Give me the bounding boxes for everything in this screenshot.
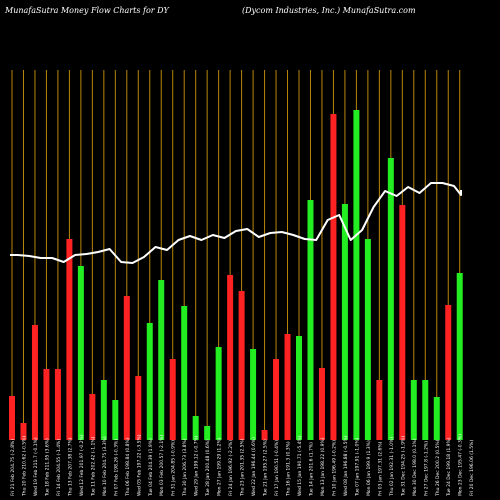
x-tick-label: Fri 31 Jan 204.85 (-0.9%) <box>171 440 177 496</box>
x-tick-label: Mon 03 Feb 200.57 (-2.1%) <box>159 435 165 496</box>
money-flow-bar <box>9 396 15 440</box>
x-tick-label: Thu 26 Dec 200.2 (0.5%) <box>435 439 441 497</box>
money-flow-bar <box>31 325 38 440</box>
x-tick-label: Wed 12 Feb 201.97 (-0.2%) <box>79 434 85 496</box>
x-tick-label: Mon 13 Jan 198.22 (0.9%) <box>320 437 326 496</box>
x-tick-label: Tue 21 Jan 195.27 (2.5%) <box>263 439 269 497</box>
money-flow-bar <box>158 280 165 440</box>
money-flow-bar <box>204 426 211 440</box>
x-tick-label: Tue 28 Jan 200.48 (0.6%) <box>205 439 211 497</box>
x-tick-label: Thu 16 Jan 191.3 (0.3%) <box>286 441 292 497</box>
money-flow-bars <box>9 110 463 440</box>
x-tick-label: Mon 06 Jan 199.9 (1.3%) <box>366 440 372 496</box>
x-tick-label: Tue 18 Feb 211.95 (3.6%) <box>44 438 50 497</box>
money-flow-bar <box>250 349 257 440</box>
money-flow-bar <box>66 239 73 440</box>
money-flow-bar <box>422 380 429 440</box>
x-tick-label: Wed 29 Jan 199.12 (-0.7%) <box>194 435 200 496</box>
money-flow-bar <box>307 200 314 440</box>
x-tick-label: Wed 15 Jan 190.71 (-5.4%) <box>297 435 303 496</box>
money-flow-bar <box>318 368 325 440</box>
money-flow-bar <box>181 306 188 440</box>
money-flow-bar <box>123 296 130 440</box>
x-tick-label: Mon 23 Dec 195.47 (-0.3%) <box>458 434 464 496</box>
x-tick-label: Wed 22 Jan 196.44 (0.6%) <box>251 437 257 496</box>
x-tick-label: Thu 06 Feb 198.84 (0.8%) <box>125 437 131 497</box>
money-flow-bar <box>112 400 119 440</box>
money-flow-bar <box>330 114 337 440</box>
x-tick-label: Mon 27 Jan 199.29 (1.2%) <box>217 437 223 496</box>
money-flow-bar <box>238 291 245 440</box>
chart-title: MunafaSutra Money Flow Charts for DY <box>5 6 169 15</box>
money-flow-bar <box>364 239 371 440</box>
money-flow-bar <box>376 380 383 440</box>
money-flow-bar <box>456 273 463 440</box>
x-tick-label: Mon 30 Dec 198.0 (0.1%) <box>412 438 418 496</box>
money-flow-bar <box>273 359 280 440</box>
x-tick-label: Fri 21 Feb 204.75 (-2.8%) <box>10 439 16 496</box>
x-tick-label: Thu 02 Jan 192.31 (-1.0%) <box>389 437 395 497</box>
money-flow-bar <box>192 416 199 440</box>
x-tick-label: Fri 07 Feb 198.26 (-0.3%) <box>113 439 119 496</box>
x-tick-label: Fri 27 Dec 197.8 (-1.2%) <box>423 441 429 496</box>
x-tick-label: Fri 10 Jan 196.49 (-0.2%) <box>331 440 337 496</box>
money-flow-bar <box>296 336 302 440</box>
x-tick-label: Fri 24 Jan 196.92 (-2.2%) <box>228 440 234 496</box>
x-tick-label: Wed 19 Feb 211.7 (-0.1%) <box>33 437 39 496</box>
money-flow-bar <box>135 376 142 440</box>
x-tick-label: Wed 05 Feb 197.22 (-3.5%) <box>136 434 142 496</box>
x-tick-label: Tue 14 Jan 201.6 (1.7%) <box>309 442 315 497</box>
x-tick-label: Tue 31 Dec 194.25 (-1.9%) <box>400 436 406 497</box>
x-tick-label: Tue 04 Feb 204.39 (1.9%) <box>148 438 154 497</box>
x-tick-label: Thu 20 Feb 210.62 (-0.5%) <box>22 436 28 497</box>
x-tick-label: Thu 23 Jan 201.35 (2.5%) <box>240 438 246 497</box>
money-flow-bar <box>20 423 27 440</box>
x-tick-label: Fri 20 Dec 196.06 (1.5%) <box>469 440 475 496</box>
money-flow-bar <box>146 323 153 440</box>
money-flow-bar <box>77 266 84 440</box>
money-flow-bar <box>100 380 107 440</box>
money-flow-bar <box>54 369 61 440</box>
x-tick-label: Fri 03 Jan 197.31 (2.6%) <box>377 441 383 496</box>
money-flow-bar <box>261 430 268 440</box>
x-tick-label: Wed 08 Jan 196.88 (-0.5%) <box>343 435 349 496</box>
x-tick-label: Tue 07 Jan 197.91 (-1.0%) <box>354 437 360 497</box>
money-flow-bar <box>215 347 222 440</box>
x-tick-label: Tue 11 Feb 202.42 (-1.1%) <box>90 436 96 497</box>
money-flow-bar <box>43 369 50 440</box>
price-line <box>10 182 462 264</box>
money-flow-bar <box>399 205 406 440</box>
x-tick-label: Thu 13 Feb 207.38 (2.7%) <box>67 437 73 497</box>
money-flow-bar <box>169 359 176 440</box>
x-tick-label: Fri 17 Jan 190.51 (-0.4%) <box>274 440 280 496</box>
x-tick-label: Fri 14 Feb 204.55 (-1.4%) <box>56 439 62 496</box>
money-flow-bar <box>410 380 417 440</box>
money-flow-bar <box>341 204 348 440</box>
money-flow-bar <box>227 275 234 440</box>
money-flow-bar <box>387 158 394 440</box>
money-flow-bar <box>433 397 440 440</box>
x-tick-label: Thu 30 Jan 206.73 (3.8%) <box>182 438 188 497</box>
x-tick-label: Tue 24 Dec 199.18 (1.9%) <box>446 437 452 497</box>
money-flow-bar <box>353 110 360 440</box>
money-flow-bar <box>445 305 452 440</box>
money-flow-bar <box>284 334 291 440</box>
x-tick-label: Mon 10 Feb 204.75 (3.3%) <box>102 436 108 496</box>
x-axis-labels: Fri 21 Feb 204.75 (-2.8%) Thu 20 Feb 210.… <box>10 434 475 497</box>
money-flow-bar <box>89 394 96 440</box>
chart-subtitle: (Dycom Industries, Inc.) MunafaSutra.com <box>242 6 416 15</box>
